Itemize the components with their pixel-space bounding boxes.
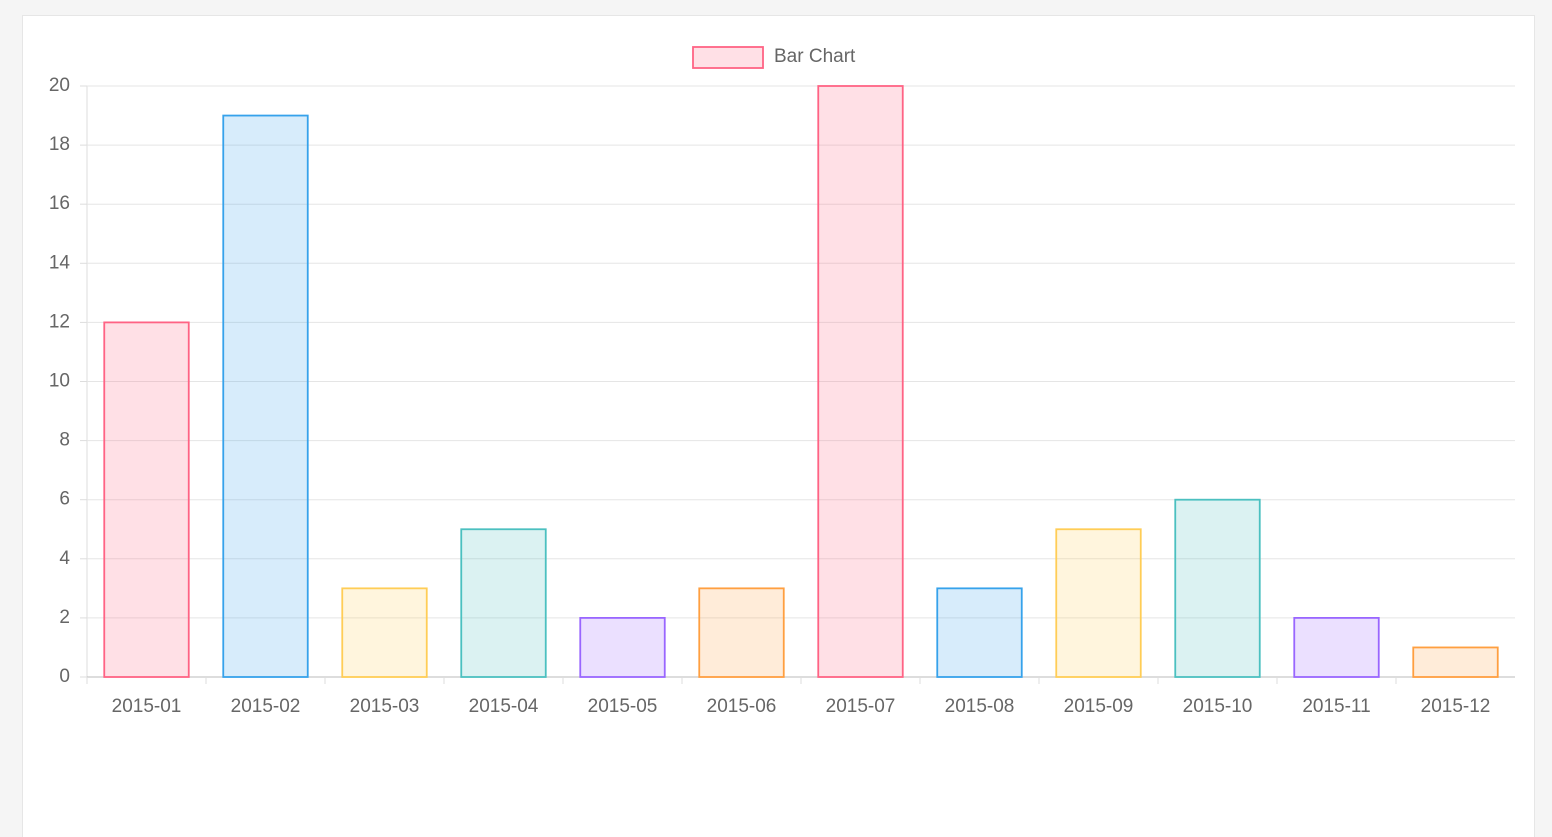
x-tick-label: 2015-05 (588, 696, 658, 717)
y-tick-label: 2 (59, 607, 70, 628)
legend-swatch (692, 46, 764, 69)
bar (936, 587, 1023, 678)
bar (1055, 528, 1142, 678)
bar (222, 114, 309, 678)
x-tick-label: 2015-10 (1183, 696, 1253, 717)
x-tick-label: 2015-07 (826, 696, 896, 717)
x-tick-label: 2015-08 (945, 696, 1015, 717)
chart-card (22, 15, 1535, 837)
x-tick-label: 2015-02 (231, 696, 301, 717)
x-tick-label: 2015-01 (112, 696, 182, 717)
bar (1293, 617, 1380, 678)
bar (1412, 646, 1499, 678)
y-tick-label: 8 (59, 430, 70, 451)
bar (698, 587, 785, 678)
y-tick-label: 0 (59, 666, 70, 687)
bar (460, 528, 547, 678)
x-tick-label: 2015-09 (1064, 696, 1134, 717)
y-tick-label: 4 (59, 548, 70, 569)
x-tick-label: 2015-03 (350, 696, 420, 717)
legend-label: Bar Chart (774, 46, 856, 67)
x-tick-label: 2015-11 (1302, 696, 1370, 717)
y-tick-label: 14 (49, 252, 71, 273)
y-tick-label: 10 (49, 371, 70, 392)
bar (341, 587, 428, 678)
bar (103, 321, 190, 678)
x-tick-label: 2015-12 (1421, 696, 1491, 717)
y-tick-label: 18 (49, 134, 70, 155)
bar (579, 617, 666, 678)
y-tick-label: 16 (49, 193, 70, 214)
y-tick-label: 6 (59, 489, 70, 510)
y-tick-label: 20 (49, 75, 70, 96)
bar (817, 85, 904, 678)
bar (1174, 498, 1261, 678)
x-tick-label: 2015-06 (707, 696, 777, 717)
x-tick-label: 2015-04 (469, 696, 539, 717)
y-tick-label: 12 (49, 311, 70, 332)
